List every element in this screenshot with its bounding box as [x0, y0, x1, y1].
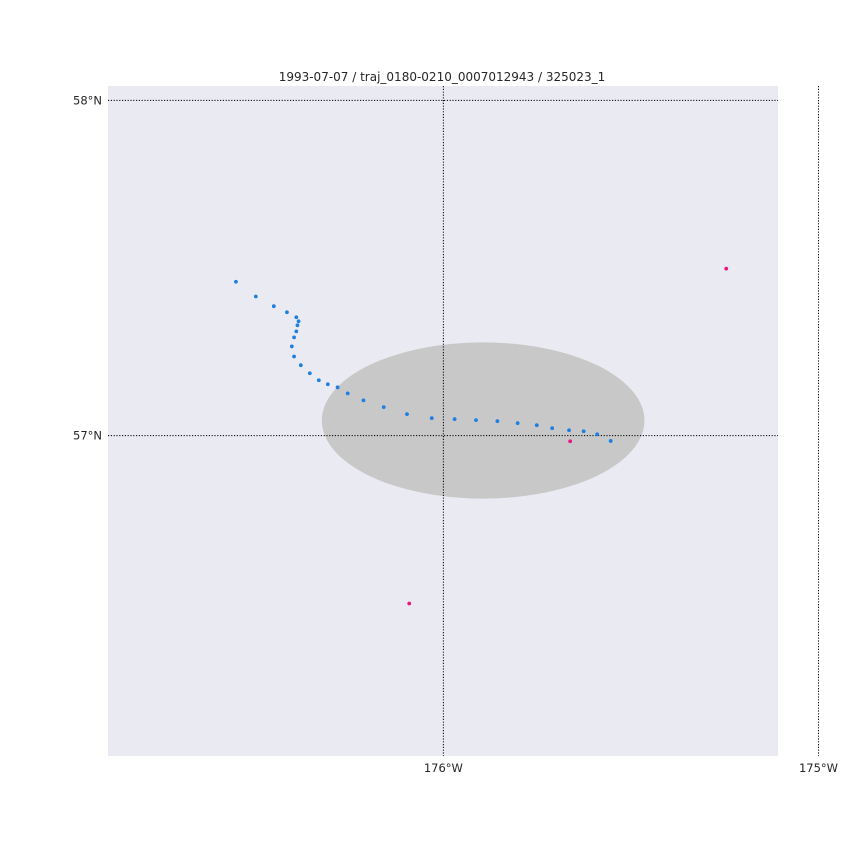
lat-tick-label: 58°N: [73, 93, 102, 107]
tick-labels: 58°N 57°N 176°W 175°W: [73, 93, 838, 775]
trajectory-point: [361, 398, 366, 403]
trajectory-point: [296, 319, 301, 324]
trajectory-point: [298, 363, 303, 368]
lon-tick-label: 176°W: [424, 761, 463, 775]
trajectory-point: [294, 315, 299, 320]
trajectory-point: [405, 412, 409, 417]
trajectory-point: [294, 329, 299, 334]
trajectory-point: [495, 419, 500, 424]
trajectory-point: [381, 405, 386, 409]
ellipse-layer: [321, 342, 645, 499]
trajectory-point: [429, 416, 434, 421]
trajectory-point: [335, 385, 340, 390]
trajectory-point: [595, 432, 600, 437]
chart-title: 1993-07-07 / traj_0180-0210_0007012943 /…: [279, 70, 606, 84]
marker-point: [724, 266, 729, 271]
lat-tick-label: 57°N: [73, 429, 102, 443]
trajectory-point: [307, 371, 312, 376]
trajectory-point: [608, 439, 613, 443]
lon-tick-label: 175°W: [799, 761, 838, 775]
trajectory-point: [515, 421, 520, 426]
marker-point: [568, 439, 573, 444]
trajectory-point: [292, 354, 296, 359]
trajectory-point: [253, 294, 258, 299]
trajectory-point: [345, 391, 350, 396]
trajectory-point: [325, 382, 330, 387]
trajectory-point: [474, 418, 478, 423]
trajectory-point: [271, 304, 276, 309]
marker-point: [407, 601, 412, 606]
trajectory-point: [567, 428, 571, 433]
trajectory-point: [581, 429, 586, 434]
trajectory-point: [316, 378, 321, 383]
trajectory-point: [550, 426, 555, 431]
gridlines: [108, 86, 820, 756]
trajectory-points: [234, 266, 729, 606]
uncertainty-ellipse: [321, 342, 645, 499]
trajectory-point: [295, 323, 300, 328]
trajectory-point: [452, 417, 457, 422]
trajectory-point: [292, 335, 296, 340]
map-axes: 58°N 57°N 176°W 175°W: [73, 86, 838, 775]
trajectory-point: [234, 279, 238, 284]
trajectory-point: [534, 423, 539, 428]
trajectory-point: [285, 310, 289, 315]
trajectory-point: [289, 344, 294, 349]
